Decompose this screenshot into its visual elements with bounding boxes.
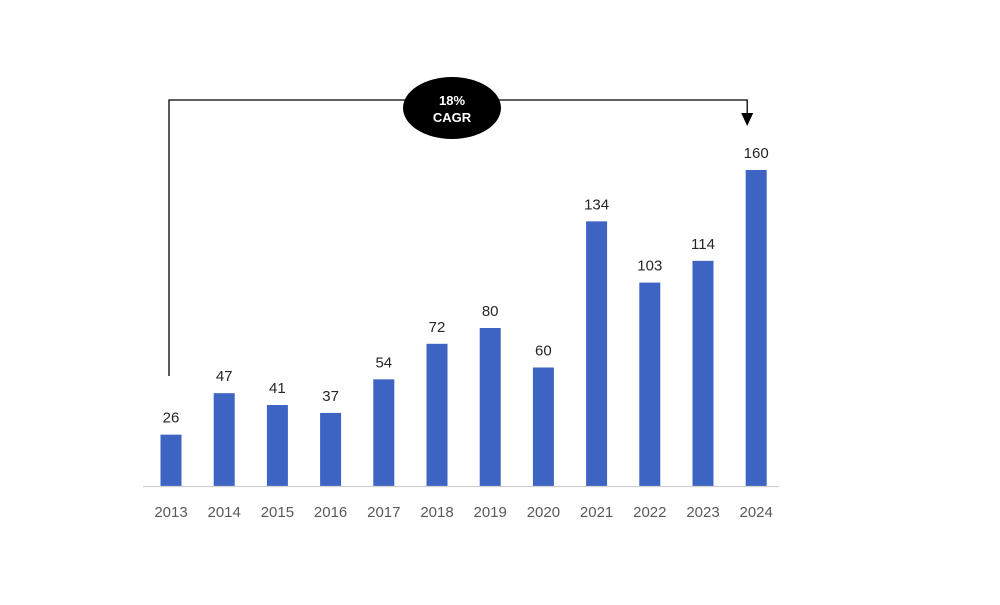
data-label-2015: 41	[269, 380, 286, 397]
data-label-2014: 47	[216, 368, 233, 385]
cagr-arrowhead-icon	[741, 113, 754, 126]
data-label-2021: 134	[584, 196, 609, 213]
x-tick-label-2024: 2024	[740, 504, 773, 521]
x-tick-label-2013: 2013	[154, 504, 187, 521]
data-labels-group: 26 47 41 37 54 72 80 60 134 103 114 160	[163, 145, 769, 427]
x-tick-label-2019: 2019	[474, 504, 507, 521]
bar-2024	[745, 170, 767, 486]
cagr-label: CAGR	[433, 110, 472, 125]
x-tick-label-2023: 2023	[686, 504, 719, 521]
bar-2017	[373, 379, 395, 486]
bars-group	[160, 170, 767, 486]
bar-2018	[426, 343, 448, 486]
data-label-2019: 80	[482, 303, 499, 320]
x-tick-label-2015: 2015	[261, 504, 294, 521]
x-tick-label-2017: 2017	[367, 504, 400, 521]
bar-2023	[692, 260, 714, 486]
cagr-connector-line	[168, 99, 748, 376]
data-label-2022: 103	[637, 258, 662, 275]
cagr-annotation: 18% CAGR	[168, 77, 754, 376]
cagr-badge	[403, 77, 501, 139]
cagr-value: 18%	[439, 93, 465, 108]
data-label-2018: 72	[429, 319, 446, 336]
bar-2019	[479, 328, 501, 486]
data-label-2013: 26	[163, 410, 180, 427]
x-tick-label-2016: 2016	[314, 504, 347, 521]
x-tick-labels-group: 2013 2014 2015 2016 2017 2018 2019 2020 2021 2022…	[154, 504, 773, 521]
bar-2022	[639, 282, 661, 486]
bar-2016	[320, 412, 342, 486]
x-tick-label-2018: 2018	[420, 504, 453, 521]
data-label-2016: 37	[322, 388, 339, 405]
data-label-2023: 114	[691, 236, 715, 253]
data-label-2024: 160	[744, 145, 769, 162]
x-tick-label-2022: 2022	[633, 504, 666, 521]
bar-2013	[160, 434, 182, 486]
data-label-2017: 54	[375, 354, 392, 371]
bar-2021	[586, 221, 608, 486]
data-label-2020: 60	[535, 343, 552, 360]
x-tick-label-2021: 2021	[580, 504, 613, 521]
bar-2014	[213, 393, 235, 486]
bar-2020	[532, 367, 554, 486]
x-tick-label-2020: 2020	[527, 504, 560, 521]
x-tick-label-2014: 2014	[208, 504, 241, 521]
bar-2015	[266, 405, 288, 486]
